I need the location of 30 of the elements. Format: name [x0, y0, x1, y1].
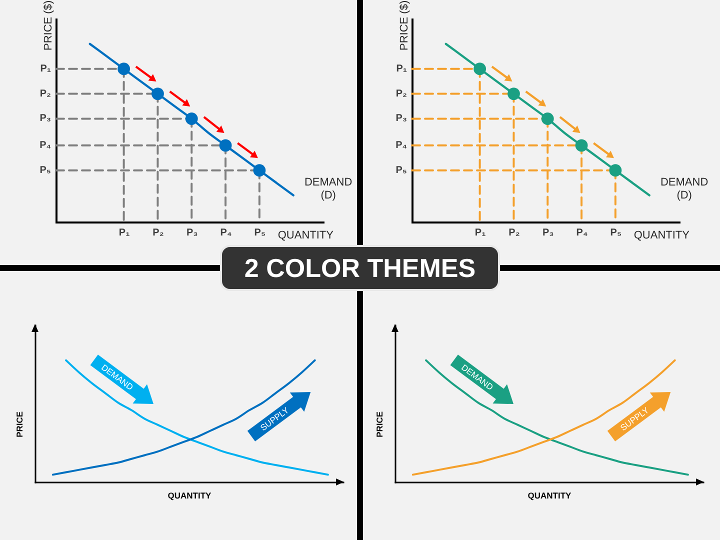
x-tick-label: P₂: [508, 228, 520, 238]
x-tick-label: P₃: [186, 228, 198, 238]
x-tick-label: P₄: [576, 228, 588, 238]
x-tick-label: P₁: [118, 228, 130, 238]
y-axis-title: PRICE: [14, 411, 24, 438]
text: P₃: [40, 113, 52, 124]
series-label: DEMAND (D): [304, 176, 352, 202]
text: P₁: [40, 63, 51, 74]
x-tick-label: P₂: [152, 228, 164, 238]
y-axis-title: PRICE ($): [42, 0, 54, 50]
x-tick-label: P₁: [474, 228, 486, 238]
y-axis-title: PRICE ($): [398, 0, 410, 50]
x-axis-title: QUANTITY: [528, 490, 572, 500]
x-tick-label: P₃: [542, 228, 554, 238]
x-axis-title: QUANTITY: [634, 230, 690, 242]
x-tick-label: P₅: [254, 228, 266, 238]
text: P₅: [40, 164, 52, 176]
x-tick-label: P₄: [220, 228, 232, 238]
x-axis-title: QUANTITY: [168, 490, 212, 500]
text: P₄: [396, 140, 408, 151]
x-axis-title: QUANTITY: [278, 230, 334, 242]
text: P₁: [396, 63, 407, 74]
text: P₄: [40, 140, 52, 151]
text: P₅: [396, 164, 408, 176]
text: P₂: [396, 88, 407, 100]
text: P₂: [40, 88, 51, 100]
series-label: DEMAND (D): [660, 176, 708, 202]
text: P₃: [396, 113, 408, 124]
y-axis-title: PRICE: [374, 411, 384, 438]
x-tick-label: P₅: [610, 228, 622, 238]
